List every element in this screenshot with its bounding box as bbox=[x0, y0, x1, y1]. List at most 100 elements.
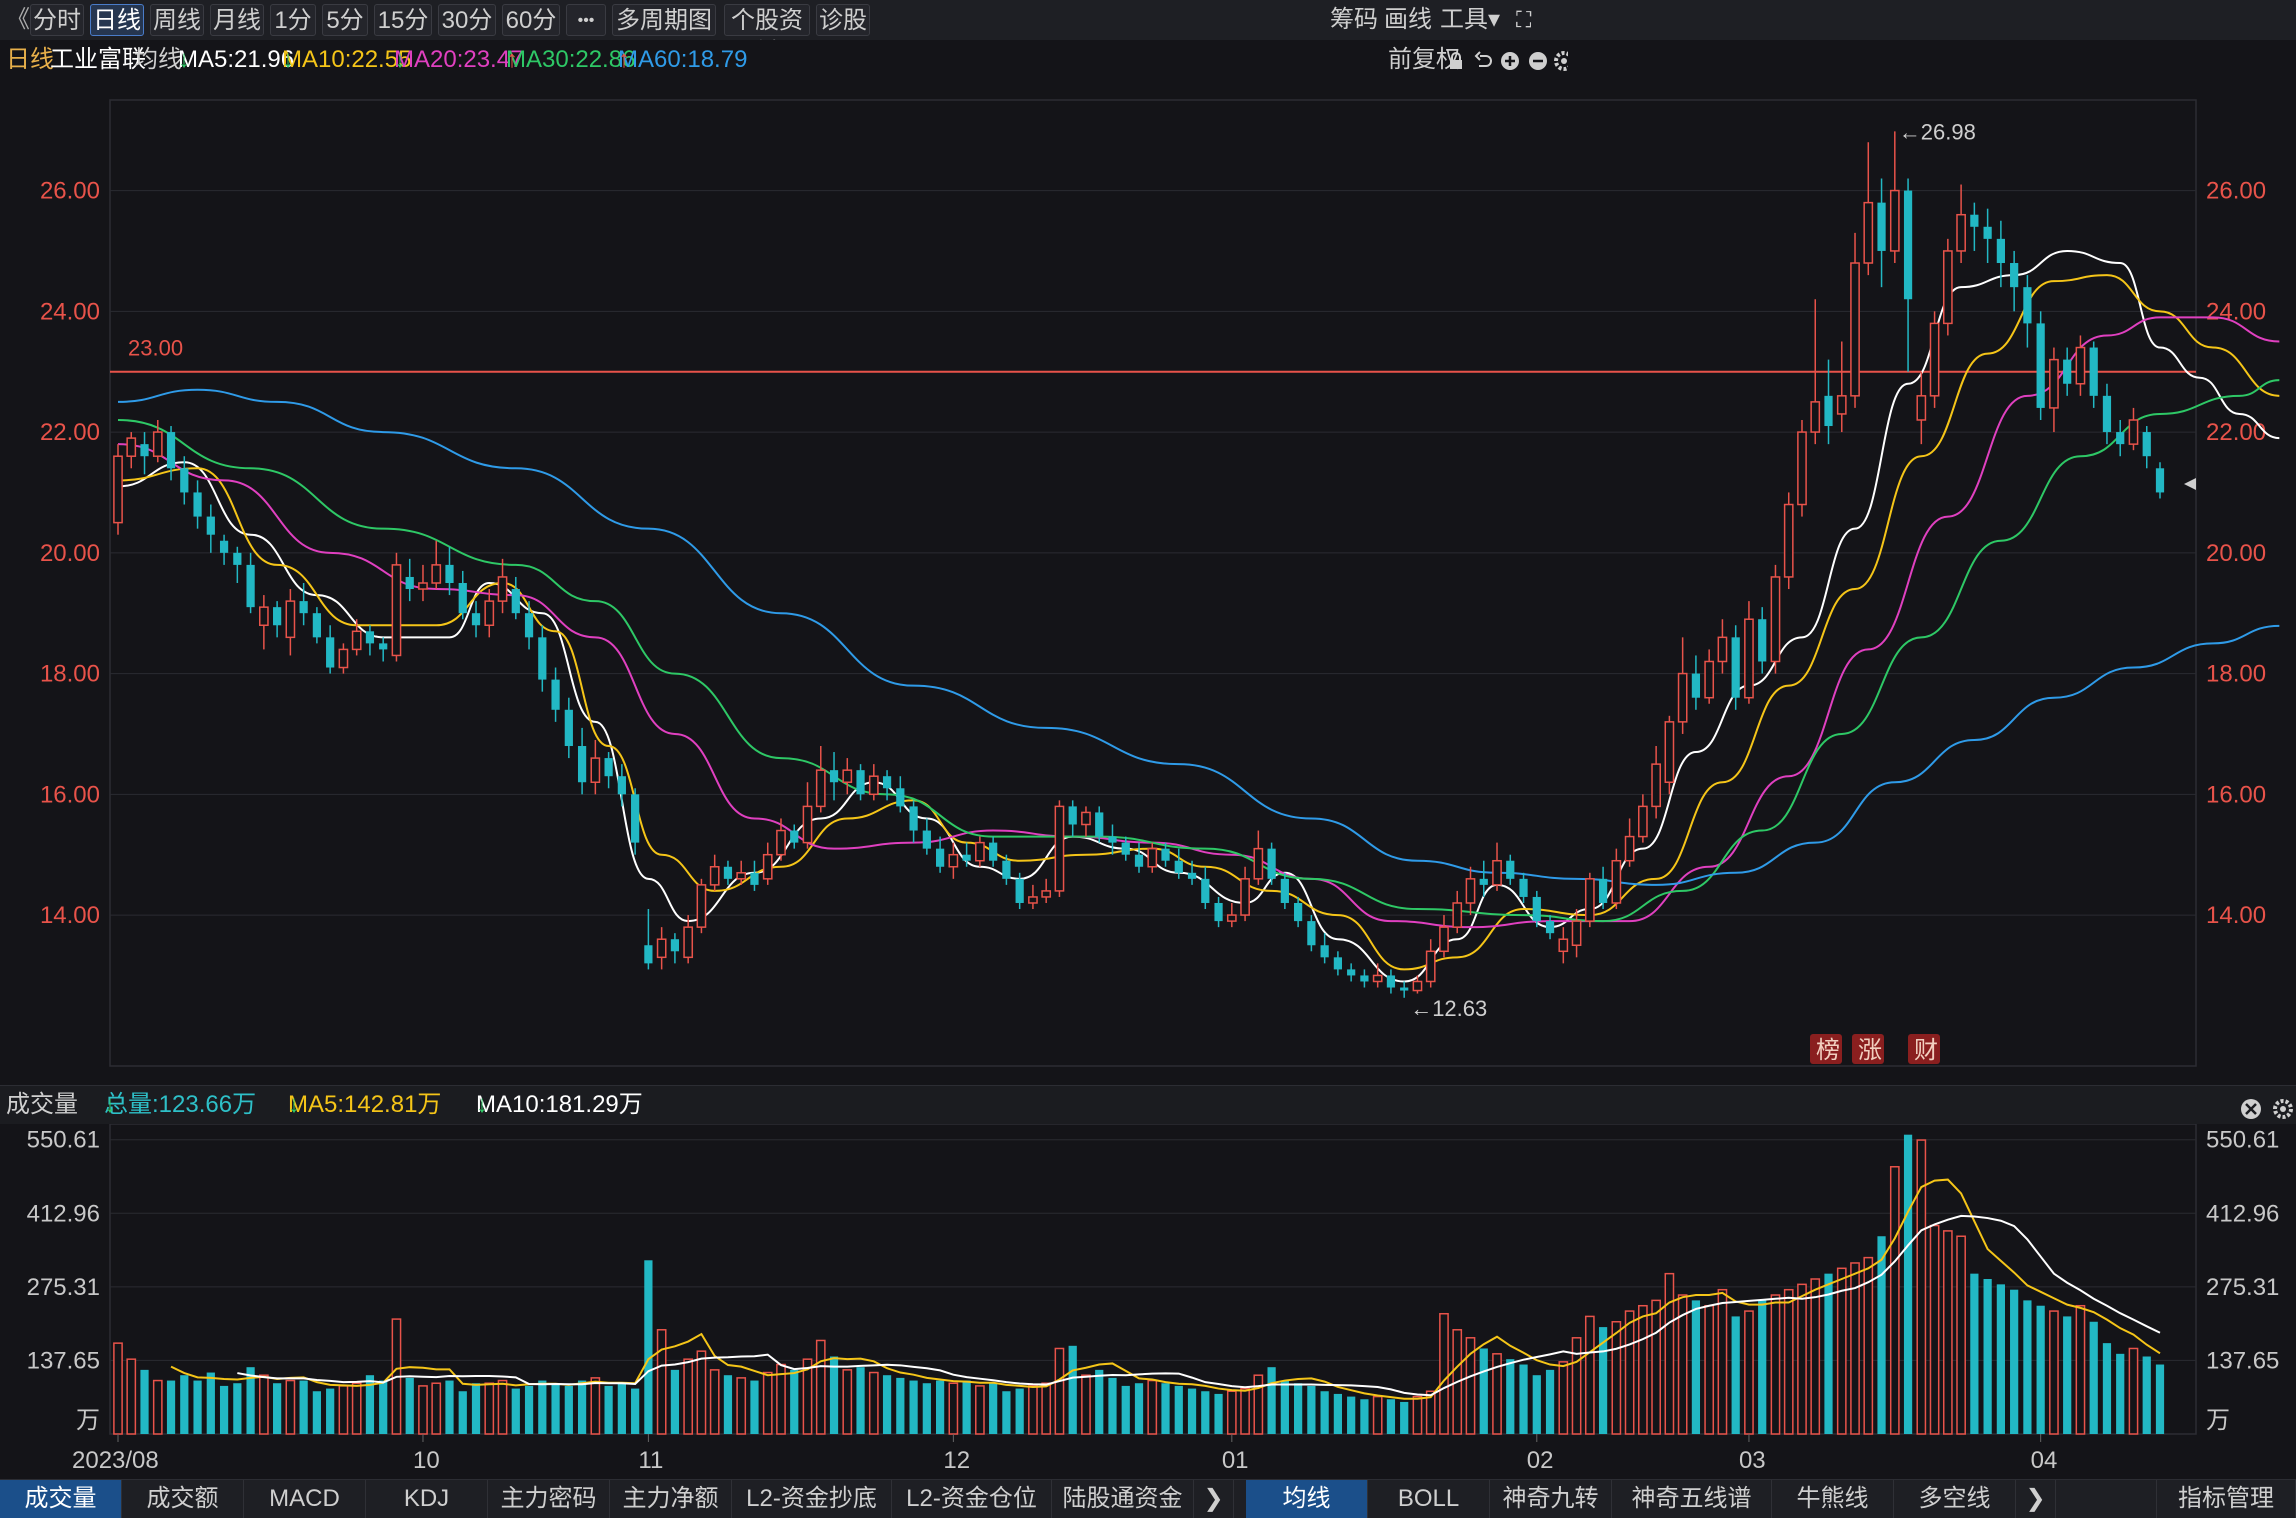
candle-body bbox=[365, 631, 375, 644]
tab-magic-nine[interactable]: 神奇九转 bbox=[1490, 1480, 1612, 1518]
candle-body bbox=[445, 564, 454, 583]
more-periods-button[interactable]: ••• bbox=[566, 4, 606, 36]
price-tick-label: 18.00 bbox=[40, 661, 100, 688]
current-price-marker-icon bbox=[2184, 478, 2196, 490]
volume-bar bbox=[1068, 1345, 1077, 1434]
date-tick-label: 12 bbox=[943, 1447, 970, 1474]
volume-bar bbox=[1002, 1391, 1011, 1434]
tab-l2-position[interactable]: L2-资金仓位 bbox=[892, 1480, 1052, 1518]
period-tab-60min[interactable]: 60分 bbox=[502, 4, 560, 36]
volume-bar bbox=[989, 1383, 998, 1434]
candle-body bbox=[1704, 660, 1715, 699]
tab-kdj[interactable]: KDJ bbox=[366, 1480, 488, 1518]
diagnose-button[interactable]: 诊股 bbox=[816, 4, 870, 36]
volume-bar bbox=[1360, 1399, 1369, 1434]
period-tab-30min[interactable]: 30分 bbox=[438, 4, 496, 36]
volume-settings-gear-icon[interactable] bbox=[2272, 1094, 2294, 1132]
badge-zhang[interactable]: 涨 bbox=[1858, 1037, 1882, 1064]
tab-magic-five-line[interactable]: 神奇五线谱 bbox=[1612, 1480, 1772, 1518]
candle-body bbox=[1028, 896, 1038, 904]
fullscreen-icon[interactable]: ⛶ bbox=[1516, 7, 1532, 32]
settings-gear-icon[interactable] bbox=[1554, 40, 1574, 80]
candle-body bbox=[1214, 902, 1223, 922]
scroll-right-icon[interactable]: ❯ bbox=[2016, 1480, 2056, 1518]
indicator-manager-button[interactable]: 指标管理 bbox=[2156, 1480, 2296, 1518]
candle-body bbox=[1041, 890, 1052, 898]
candle-body bbox=[1942, 250, 1953, 325]
stock-info-button[interactable]: 个股资料 bbox=[724, 4, 810, 66]
period-tab-15min[interactable]: 15分 bbox=[374, 4, 432, 36]
undo-icon[interactable] bbox=[1474, 40, 1494, 80]
volume-bar bbox=[709, 1369, 720, 1435]
volume-bar bbox=[577, 1380, 587, 1434]
tab-bull-bear-line[interactable]: 牛熊线 bbox=[1772, 1480, 1894, 1518]
tab-volume[interactable]: 成交量 bbox=[0, 1480, 122, 1518]
tab-l2-bottom-fishing[interactable]: L2-资金抄底 bbox=[732, 1480, 892, 1518]
date-tick-label: 2023/08 bbox=[72, 1447, 159, 1474]
event-badges[interactable]: 榜 涨 财 bbox=[1810, 1034, 1940, 1064]
indicator-tab-bar: 成交量 成交额 MACD KDJ 主力密码 主力净额 L2-资金抄底 L2-资金… bbox=[0, 1479, 2296, 1518]
volume-bar bbox=[909, 1380, 918, 1434]
period-tab-5min[interactable]: 5分 bbox=[322, 4, 368, 36]
tab-boll[interactable]: BOLL bbox=[1368, 1480, 1490, 1518]
zoom-in-icon[interactable] bbox=[1500, 40, 1520, 80]
period-tab-monthly[interactable]: 月线 bbox=[210, 4, 264, 36]
candle-body bbox=[219, 540, 229, 553]
badge-zhang-bg bbox=[1852, 1034, 1884, 1064]
tab-ma[interactable]: 均线 bbox=[1246, 1480, 1368, 1518]
tab-long-short-line[interactable]: 多空线 bbox=[1894, 1480, 2016, 1518]
period-tab-fenshi[interactable]: 分时 bbox=[30, 4, 84, 36]
volume-bar bbox=[1691, 1300, 1701, 1434]
candle-body bbox=[1320, 945, 1329, 958]
chips-button[interactable]: 筹码 bbox=[1330, 6, 1378, 33]
candle-body bbox=[1054, 805, 1065, 892]
tab-turnover[interactable]: 成交额 bbox=[122, 1480, 244, 1518]
back-icon[interactable]: 《 bbox=[6, 6, 30, 33]
volume-bar bbox=[1054, 1347, 1065, 1435]
period-tab-daily[interactable]: 日线 bbox=[90, 4, 144, 36]
volume-bar bbox=[1704, 1304, 1715, 1435]
stock-name: 工业富联 bbox=[50, 46, 146, 73]
volume-bar bbox=[617, 1383, 626, 1434]
period-tab-1min[interactable]: 1分 bbox=[270, 4, 316, 36]
volume-bar bbox=[723, 1375, 733, 1434]
volume-bar bbox=[1770, 1294, 1781, 1435]
candlestick-chart[interactable]: 26.00 24.00 22.00 20.00 18.00 16.00 14.00 26.0… bbox=[0, 80, 2296, 1084]
tab-main-force-code[interactable]: 主力密码 bbox=[488, 1480, 610, 1518]
badge-cai[interactable]: 财 bbox=[1914, 1037, 1938, 1064]
ma30-line bbox=[117, 379, 2280, 923]
date-tick-label: 10 bbox=[413, 1447, 440, 1474]
zoom-out-icon[interactable] bbox=[1528, 40, 1548, 80]
candle-body bbox=[273, 607, 282, 626]
volume-bar bbox=[1983, 1279, 1992, 1434]
close-panel-icon[interactable] bbox=[2240, 1094, 2262, 1132]
volume-bar bbox=[1108, 1377, 1117, 1434]
tab-stock-connect[interactable]: 陆股通资金 bbox=[1052, 1480, 1194, 1518]
tab-macd[interactable]: MACD bbox=[244, 1480, 366, 1518]
volume-bar bbox=[1877, 1236, 1886, 1434]
high-price-annotation: ←26.98 bbox=[1899, 119, 1976, 144]
volume-bar bbox=[1226, 1390, 1237, 1435]
volume-bar bbox=[1677, 1294, 1688, 1435]
volume-bar bbox=[2102, 1343, 2112, 1434]
draw-line-button[interactable]: 画线 bbox=[1384, 6, 1432, 33]
scroll-right-icon[interactable]: ❯ bbox=[1194, 1480, 1234, 1518]
volume-bar bbox=[1280, 1380, 1289, 1434]
volume-bar bbox=[1147, 1379, 1158, 1435]
badge-bang-bg bbox=[1810, 1034, 1842, 1064]
period-tab-weekly[interactable]: 周线 bbox=[150, 4, 204, 36]
adjust-dropdown[interactable]: 前复权 bbox=[1388, 46, 1460, 73]
tab-main-force-net[interactable]: 主力净额 bbox=[610, 1480, 732, 1518]
volume-bar bbox=[1744, 1310, 1754, 1435]
volume-bar bbox=[246, 1367, 255, 1434]
ma5-text: MA5:21.96 bbox=[178, 46, 295, 73]
volume-chart[interactable]: 550.61 550.61 412.96 412.96 275.31 275.31 137.… bbox=[0, 1124, 2296, 1478]
candle-body bbox=[564, 709, 573, 747]
ma-label[interactable]: 均线 bbox=[134, 46, 182, 73]
lock-icon[interactable] bbox=[1448, 40, 1464, 80]
candle-body bbox=[1400, 987, 1409, 991]
candle-body bbox=[1970, 214, 1979, 227]
tools-menu[interactable]: 工具▾ bbox=[1440, 4, 1500, 36]
multi-period-dropdown[interactable]: 多周期图 ⌄ bbox=[612, 4, 716, 64]
badge-bang[interactable]: 榜 bbox=[1816, 1037, 1840, 1064]
